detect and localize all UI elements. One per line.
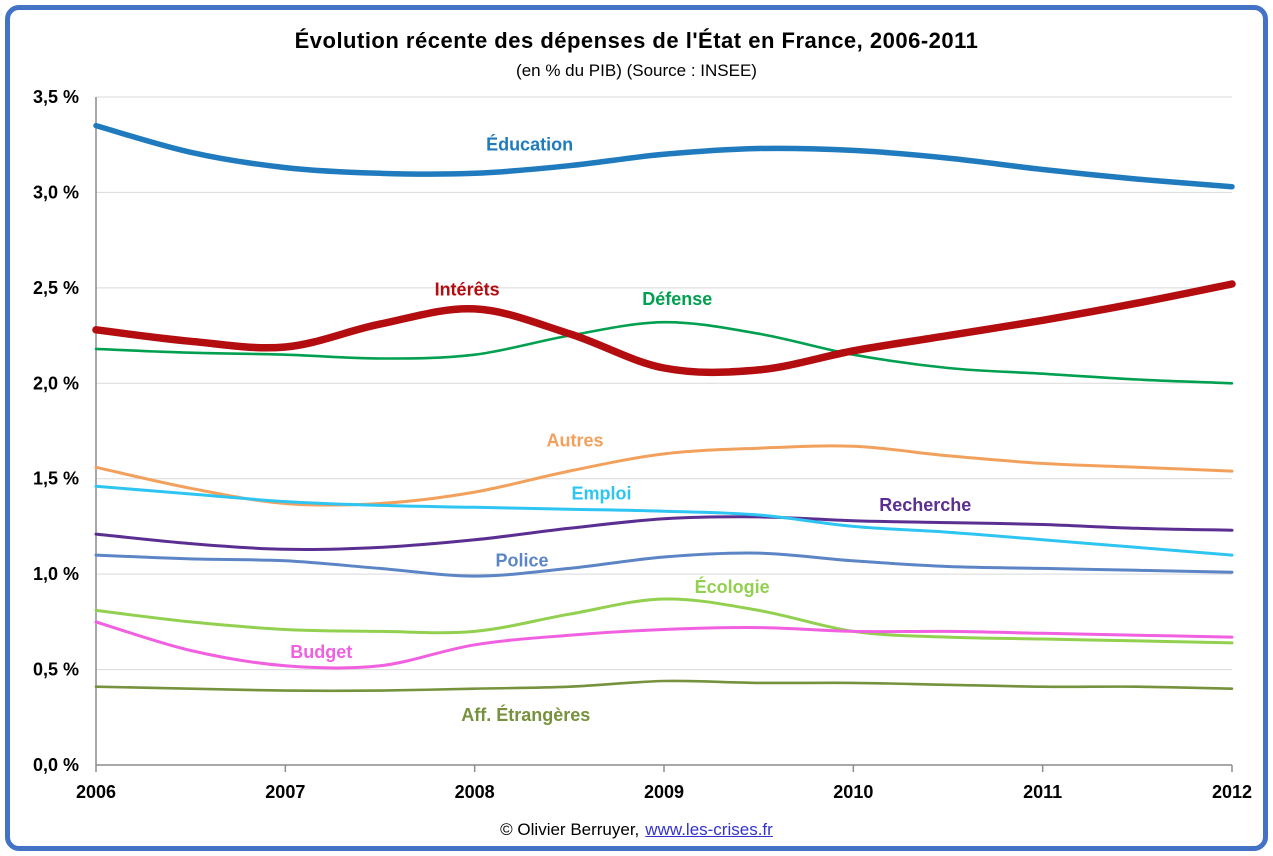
x-tick-label: 2008 xyxy=(455,782,495,802)
series-label-autres: Autres xyxy=(547,430,604,450)
chart-title: Évolution récente des dépenses de l'État… xyxy=(294,28,979,53)
y-tick-label: 1,0 % xyxy=(33,564,79,584)
series-label-budget: Budget xyxy=(290,642,352,662)
y-tick-label: 0,0 % xyxy=(33,755,79,775)
series-line-aff-etrangeres xyxy=(94,679,1234,693)
x-tick-label: 2011 xyxy=(1023,782,1062,802)
series-line-police xyxy=(94,551,1234,578)
series-line-autres xyxy=(94,444,1234,507)
series-label-police: Police xyxy=(495,551,548,571)
series-label-education: Éducation xyxy=(486,133,573,154)
x-tick-label: 2009 xyxy=(644,782,684,802)
series-label-interets: Intérêts xyxy=(435,279,500,299)
y-tick-label: 1,5 % xyxy=(33,469,79,489)
series-label-defense: Défense xyxy=(642,289,712,309)
series-line-interets xyxy=(92,280,1236,377)
series-line-ecologie xyxy=(94,597,1234,645)
x-tick-label: 2012 xyxy=(1212,782,1252,802)
series-line-education xyxy=(93,122,1235,190)
footer: © Olivier Berruyer, www.les-crises.fr xyxy=(0,820,1273,840)
series-label-recherche: Recherche xyxy=(879,495,971,515)
y-tick-label: 2,0 % xyxy=(33,373,79,393)
x-tick-label: 2010 xyxy=(833,782,873,802)
series-line-recherche xyxy=(94,515,1234,552)
series-label-aff-etrangeres: Aff. Étrangères xyxy=(461,704,590,725)
series-label-ecologie: Écologie xyxy=(695,576,770,597)
y-tick-label: 0,5 % xyxy=(33,660,79,680)
series-line-defense xyxy=(94,320,1234,385)
series-label-emploi: Emploi xyxy=(572,484,632,504)
y-tick-label: 3,0 % xyxy=(33,182,79,202)
x-tick-label: 2006 xyxy=(76,782,116,802)
x-tick-label: 2007 xyxy=(265,782,305,802)
y-tick-label: 3,5 % xyxy=(33,87,79,107)
les-crises-link[interactable]: www.les-crises.fr xyxy=(645,820,773,839)
chart-subtitle: (en % du PIB) (Source : INSEE) xyxy=(516,61,757,80)
y-tick-label: 2,5 % xyxy=(33,278,79,298)
chart-border-frame xyxy=(5,5,1268,851)
copyright-text: © Olivier Berruyer, xyxy=(500,820,640,839)
series-line-emploi xyxy=(94,484,1234,557)
series-line-budget xyxy=(94,620,1234,670)
